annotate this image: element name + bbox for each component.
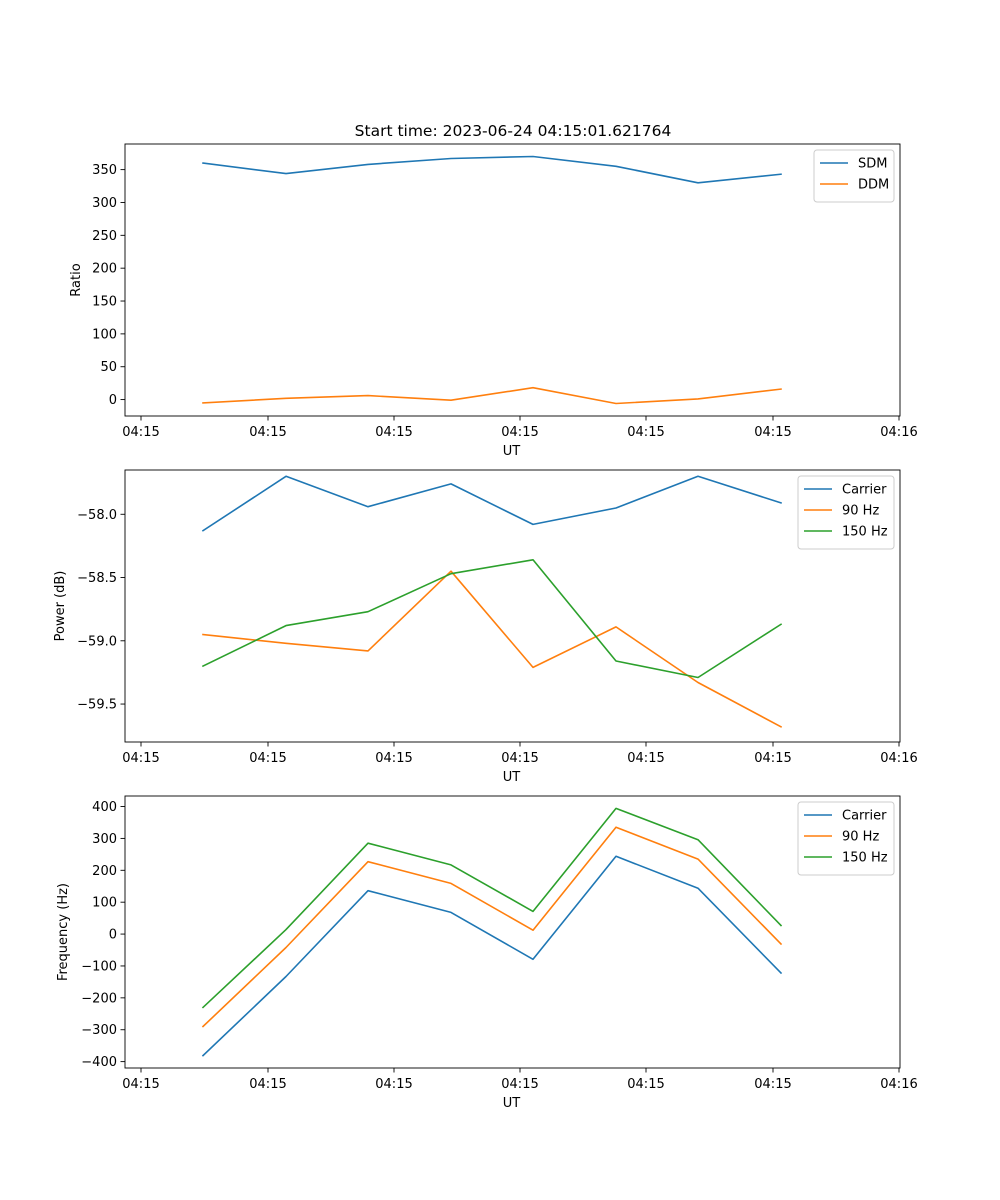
- chart-panel-2: 04:15 04:15 04:15 04:15 04:15 04:15 04:16 −58.0…: [53, 469, 918, 785]
- axes-frame: [124, 469, 901, 743]
- y-axis-label: Ratio: [69, 263, 84, 296]
- series-line-90-hz: [202, 570, 783, 728]
- x-tick-label: 04:15: [501, 425, 538, 440]
- y-axis-label: Power (dB): [53, 571, 68, 642]
- x-tick-label: 04:15: [501, 1077, 538, 1092]
- series-line-150-hz: [201, 558, 783, 679]
- chart-title: Start time: 2023-06-24 04:15:01.621764: [355, 122, 672, 140]
- y-tick-label: 200: [92, 262, 117, 277]
- y-tick-label: 350: [92, 163, 117, 178]
- x-tick-label: 04:15: [754, 425, 791, 440]
- legend-label: 90 Hz: [842, 830, 879, 845]
- legend-label: Carrier: [842, 483, 887, 498]
- y-tick-label: −300: [81, 1023, 117, 1038]
- x-axis-label: UT: [503, 444, 521, 459]
- y-tick-label: −100: [81, 959, 117, 974]
- y-tick-label: −200: [81, 991, 117, 1006]
- series-line-carrier: [201, 475, 783, 532]
- legend-label: DDM: [858, 178, 889, 193]
- legend: Carrier 90 Hz 150 Hz: [797, 801, 895, 876]
- x-axis-label: UT: [503, 770, 521, 785]
- series-line-carrier: [201, 855, 783, 1057]
- x-tick-label: 04:15: [375, 425, 412, 440]
- x-tick-label: 04:16: [880, 1077, 917, 1092]
- x-axis-label: UT: [503, 1096, 521, 1111]
- series-line-150-hz: [201, 807, 783, 1009]
- y-tick-label: 300: [92, 196, 117, 211]
- axes-frame: [124, 143, 901, 417]
- legend-label: 150 Hz: [842, 525, 888, 540]
- legend: Carrier 90 Hz 150 Hz: [797, 475, 895, 550]
- legend-label: 150 Hz: [842, 851, 888, 866]
- y-tick-label: −59.5: [77, 698, 117, 713]
- y-tick-label: 250: [92, 229, 117, 244]
- chart-panel-3: 04:15 04:15 04:15 04:15 04:15 04:15 04:16 −400 −…: [56, 795, 918, 1111]
- x-tick-label: 04:15: [249, 751, 286, 766]
- chart-panel-1: 04:15 04:15 04:15 04:15 04:15 04:15 04:16 0 50 10…: [69, 143, 918, 459]
- series-line-90-hz: [201, 826, 783, 1028]
- x-tick-label: 04:15: [122, 425, 159, 440]
- y-tick-label: −400: [81, 1055, 117, 1070]
- y-tick-label: 150: [92, 295, 117, 310]
- y-axis-label: Frequency (Hz): [56, 883, 71, 981]
- x-tick-label: 04:15: [754, 751, 791, 766]
- y-tick-label: 400: [92, 800, 117, 815]
- y-tick-label: 200: [92, 864, 117, 879]
- x-tick-label: 04:15: [627, 425, 664, 440]
- y-tick-label: −58.0: [77, 508, 117, 523]
- y-tick-label: −59.0: [77, 634, 117, 649]
- y-tick-label: 300: [92, 832, 117, 847]
- x-tick-label: 04:15: [627, 751, 664, 766]
- x-tick-label: 04:15: [501, 751, 538, 766]
- x-tick-label: 04:15: [122, 751, 159, 766]
- x-tick-label: 04:15: [249, 1077, 286, 1092]
- legend: SDM DDM: [813, 149, 895, 203]
- series-line-ddm: [202, 386, 782, 405]
- series-line-sdm: [202, 155, 782, 184]
- x-tick-label: 04:15: [754, 1077, 791, 1092]
- y-tick-label: −58.5: [77, 571, 117, 586]
- x-tick-label: 04:15: [627, 1077, 664, 1092]
- x-tick-label: 04:15: [375, 1077, 412, 1092]
- x-tick-label: 04:16: [880, 425, 917, 440]
- y-tick-label: 0: [109, 393, 117, 408]
- x-tick-label: 04:15: [249, 425, 286, 440]
- axes-frame: [124, 795, 901, 1069]
- y-tick-label: 100: [92, 896, 117, 911]
- y-tick-label: 50: [100, 360, 117, 375]
- x-tick-label: 04:16: [880, 751, 917, 766]
- y-tick-label: 100: [92, 327, 117, 342]
- legend-label: Carrier: [842, 809, 887, 824]
- legend-label: 90 Hz: [842, 504, 879, 519]
- x-tick-label: 04:15: [375, 751, 412, 766]
- x-tick-label: 04:15: [122, 1077, 159, 1092]
- y-tick-label: 0: [109, 928, 117, 943]
- legend-label: SDM: [858, 157, 887, 172]
